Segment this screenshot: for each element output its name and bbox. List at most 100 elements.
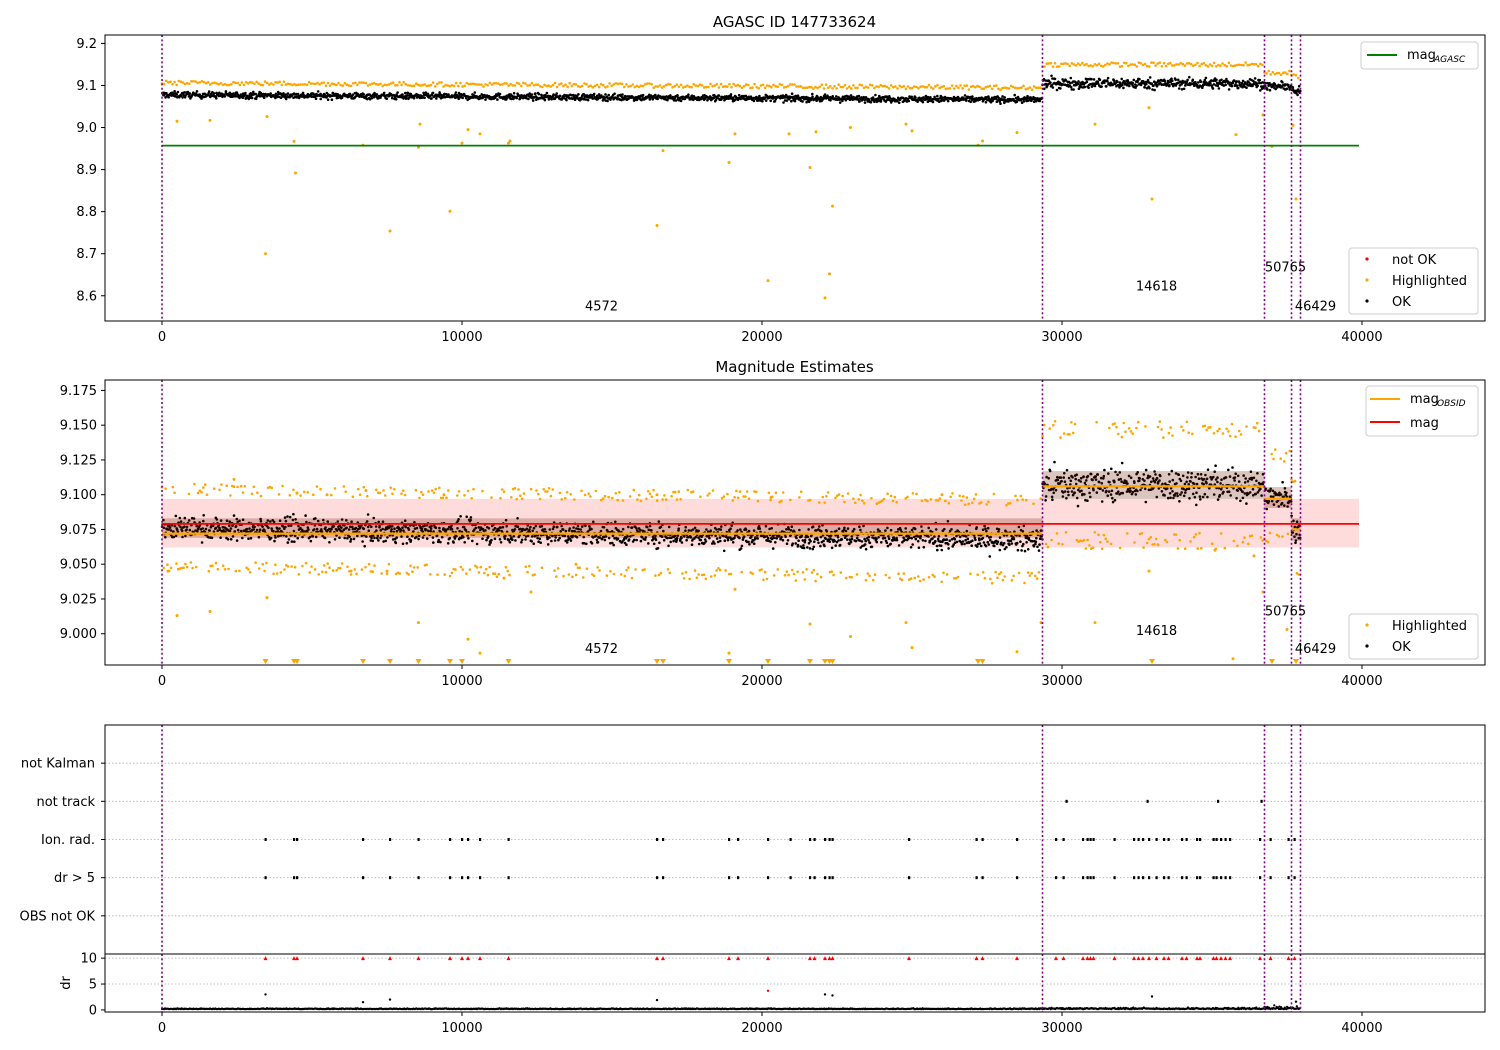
- ok-point: [1083, 481, 1087, 485]
- ok-point: [228, 524, 231, 528]
- highlighted-point: [312, 82, 315, 85]
- highlighted-point: [430, 489, 434, 492]
- highlighted-point: [595, 83, 599, 87]
- ok-point: [1189, 480, 1192, 483]
- ok-point: [1105, 85, 1108, 88]
- ok-point: [1059, 476, 1063, 479]
- highlighted-point: [1219, 64, 1222, 67]
- highlighted-point: [847, 85, 851, 88]
- ok-point: [454, 91, 458, 94]
- ok-point: [1271, 489, 1275, 493]
- ok-point: [423, 524, 427, 527]
- ok-point: [420, 527, 424, 531]
- highlighted-point: [732, 82, 735, 86]
- highlighted-point: [259, 83, 263, 87]
- highlighted-point: [173, 491, 176, 495]
- ok-point: [1293, 525, 1297, 529]
- highlighted-point: [257, 82, 261, 85]
- ok-point: [1150, 82, 1153, 85]
- ok-point: [916, 99, 920, 102]
- ok-point: [811, 547, 815, 551]
- ok-point: [543, 98, 547, 102]
- ok-point: [1220, 478, 1223, 482]
- highlighted-point: [981, 139, 984, 143]
- ok-point: [215, 97, 218, 100]
- ok-point: [1080, 83, 1084, 86]
- ok-point: [676, 534, 680, 537]
- highlighted-point: [999, 88, 1002, 91]
- ok-point: [694, 535, 698, 539]
- ok-point: [429, 527, 433, 530]
- ok-point: [207, 536, 210, 539]
- ok-point: [1184, 491, 1187, 494]
- highlighted-point: [1016, 87, 1019, 90]
- ok-point: [1206, 468, 1210, 472]
- highlighted-point: [257, 567, 261, 570]
- ok-point: [1186, 471, 1190, 474]
- highlighted-point: [478, 83, 481, 86]
- ok-point: [1034, 540, 1038, 543]
- highlighted-point: [1104, 63, 1107, 67]
- highlighted-point: [1248, 63, 1252, 67]
- ok-point: [376, 536, 379, 540]
- highlighted-point: [322, 81, 326, 84]
- ok-point: [188, 528, 192, 532]
- highlighted-point: [436, 573, 439, 576]
- ok-point: [1157, 487, 1161, 490]
- highlighted-point: [316, 81, 319, 85]
- ok-point: [1056, 475, 1059, 479]
- ok-point: [188, 92, 192, 95]
- ok-point: [796, 94, 800, 97]
- highlighted-point: [169, 80, 172, 83]
- ok-point: [519, 527, 522, 531]
- ok-point: [808, 547, 812, 550]
- ok-point: [1077, 488, 1080, 492]
- highlighted-point: [866, 86, 870, 89]
- ok-point: [1043, 87, 1046, 91]
- ok-point: [586, 98, 590, 102]
- highlighted-point: [420, 490, 423, 494]
- ok-point: [624, 94, 627, 98]
- ok-point: [1092, 78, 1096, 81]
- highlighted-point: [807, 85, 811, 89]
- ok-point: [738, 536, 741, 540]
- ok-point: [577, 93, 580, 96]
- ok-point: [1216, 476, 1219, 479]
- ok-point: [459, 515, 462, 518]
- ok-point: [284, 519, 288, 523]
- highlighted-point: [919, 85, 922, 89]
- highlighted-point: [1154, 64, 1157, 67]
- highlighted-point: [686, 84, 689, 87]
- highlighted-point: [351, 82, 355, 85]
- ok-point: [1195, 83, 1199, 87]
- highlighted-point: [1160, 65, 1164, 68]
- ok-point: [922, 545, 926, 549]
- ok-point: [718, 536, 722, 539]
- ok-point: [395, 536, 399, 539]
- ok-point: [1062, 476, 1065, 479]
- ok-point: [172, 535, 176, 539]
- ok-point: [1186, 476, 1189, 479]
- highlighted-point: [208, 118, 212, 122]
- ok-point: [316, 530, 320, 534]
- highlighted-point: [1202, 61, 1206, 65]
- highlighted-point: [385, 572, 389, 576]
- ok-point: [569, 539, 573, 542]
- ok-point: [431, 91, 435, 95]
- ok-point: [235, 517, 239, 521]
- ok-point: [411, 534, 414, 538]
- highlighted-point: [629, 84, 632, 88]
- ok-point: [1133, 481, 1136, 485]
- highlighted-point: [490, 83, 494, 86]
- ok-point: [175, 93, 178, 96]
- highlighted-point: [415, 82, 418, 85]
- ok-point: [200, 541, 204, 544]
- highlighted-point: [801, 86, 805, 90]
- ok-point: [974, 538, 977, 542]
- ok-point: [551, 534, 554, 538]
- ok-point: [1023, 549, 1027, 553]
- highlighted-point: [826, 86, 830, 89]
- highlighted-point: [978, 85, 981, 89]
- ok-point: [435, 97, 438, 100]
- ok-point: [1273, 82, 1277, 86]
